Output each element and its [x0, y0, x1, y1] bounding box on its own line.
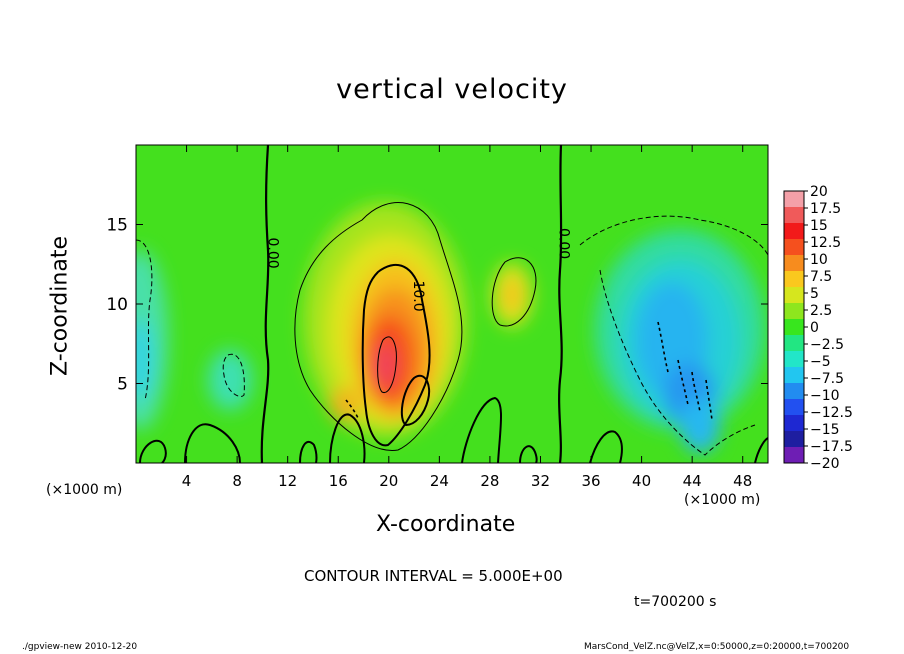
x-tick-label: 44 [683, 472, 702, 490]
colorbar-label: 20 [810, 184, 828, 200]
colorbar-segment [784, 287, 804, 304]
heatmap-field [136, 145, 768, 463]
colorbar: 2017.51512.5107.552.50−2.5−5−7.5−10−12.5… [783, 184, 853, 472]
x-tick-label: 12 [278, 472, 297, 490]
colorbar-segment [784, 319, 804, 336]
colorbar-label: −7.5 [810, 371, 844, 387]
colorbar-segment [784, 239, 804, 256]
colorbar-label: 10 [810, 252, 828, 268]
colorbar-label: 2.5 [810, 303, 832, 319]
colorbar-label: −10 [810, 388, 840, 404]
contour-lines [136, 145, 768, 463]
colorbar-segment [784, 415, 804, 432]
colorbar-label: −5 [810, 354, 831, 370]
x-tick-label: 32 [531, 472, 550, 490]
y-axis: 5 10 15 [106, 216, 768, 395]
colorbar-segment [784, 399, 804, 416]
colorbar-label: −20 [810, 456, 840, 472]
colorbar-segment [784, 191, 804, 208]
footer-program-label: ./gpview-new 2010-12-20 [22, 642, 138, 652]
colorbar-segment [784, 447, 804, 464]
colorbar-segment [784, 351, 804, 368]
x-unit-label-right: (×1000 m) [684, 492, 761, 508]
colorbar-label: −2.5 [810, 337, 844, 353]
contour-interval-label: CONTOUR INTERVAL = 5.000E+00 [304, 567, 563, 585]
colorbar-label: −15 [810, 422, 840, 438]
x-tick-label: 28 [480, 472, 499, 490]
y-axis-label: Z-coordinate [47, 236, 73, 376]
colorbar-label: 17.5 [810, 201, 841, 217]
x-tick-label: 4 [182, 472, 192, 490]
colorbar-segment [784, 271, 804, 288]
colorbar-label: 12.5 [810, 235, 841, 251]
x-tick-label: 36 [581, 472, 600, 490]
colorbar-label: 15 [810, 218, 828, 234]
colorbar-segment [784, 367, 804, 384]
y-tick-label: 15 [106, 216, 128, 236]
colorbar-segment [784, 303, 804, 320]
colorbar-segment [784, 207, 804, 224]
colorbar-segment [784, 335, 804, 352]
colorbar-label: 5 [810, 286, 819, 302]
contour-label: 0.00 [555, 228, 571, 259]
x-unit-label-left: (×1000 m) [46, 482, 123, 498]
contour-labels: 0.00 0.00 10.0 [265, 228, 572, 312]
x-tick-label: 20 [379, 472, 398, 490]
colorbar-label: −12.5 [810, 405, 853, 421]
contour-label: 10.0 [410, 280, 426, 311]
colorbar-segment [784, 431, 804, 448]
time-label: t=700200 s [634, 594, 717, 610]
y-tick-label: 5 [117, 375, 128, 395]
y-tick-label: 10 [106, 295, 128, 315]
x-tick-label: 16 [329, 472, 348, 490]
footer-source-label: MarsCond_VelZ.nc@VelZ,x=0:50000,z=0:2000… [584, 642, 850, 652]
x-tick-label: 24 [430, 472, 449, 490]
x-tick-label: 40 [632, 472, 651, 490]
x-axis-label: X-coordinate [376, 512, 516, 537]
colorbar-label: 0 [810, 320, 819, 336]
x-axis: 4 8 12 16 20 24 28 32 36 40 44 48 [182, 145, 752, 490]
contour-label: 0.00 [265, 238, 281, 269]
colorbar-label: −17.5 [810, 439, 853, 455]
x-tick-label: 8 [232, 472, 242, 490]
x-tick-label: 48 [733, 472, 752, 490]
colorbar-segment [784, 223, 804, 240]
chart-title: vertical velocity [336, 74, 568, 105]
colorbar-segment [784, 383, 804, 400]
colorbar-segment [784, 255, 804, 272]
colorbar-label: 7.5 [810, 269, 832, 285]
